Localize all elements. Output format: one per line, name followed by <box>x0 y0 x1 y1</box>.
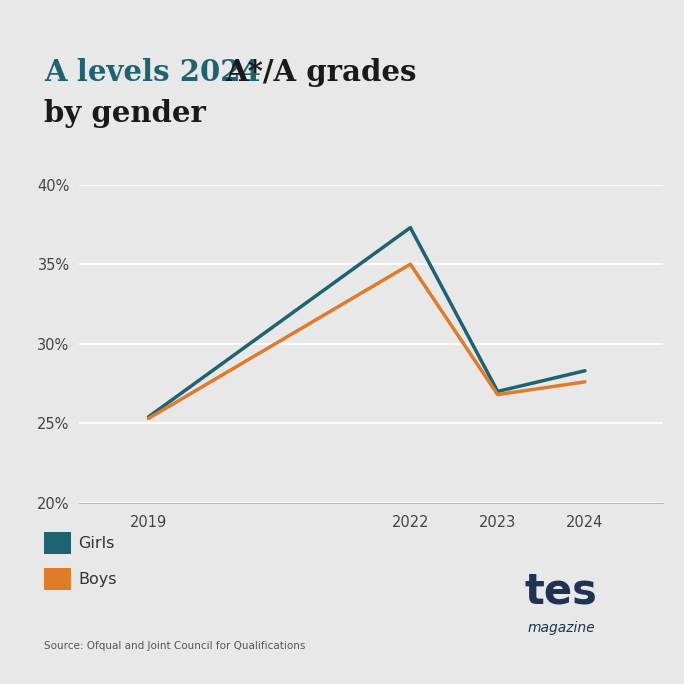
Bar <box>44 568 71 590</box>
Text: by gender: by gender <box>44 99 207 128</box>
Text: tes: tes <box>525 570 597 613</box>
Text: Source: Ofqual and Joint Council for Qualifications: Source: Ofqual and Joint Council for Qua… <box>44 641 306 651</box>
Text: A levels 2024: A levels 2024 <box>44 58 272 87</box>
Text: A*/A grades: A*/A grades <box>226 58 417 87</box>
Text: Girls: Girls <box>78 536 114 551</box>
Text: Boys: Boys <box>78 572 116 587</box>
Text: magazine: magazine <box>527 621 594 635</box>
Bar <box>44 532 71 554</box>
